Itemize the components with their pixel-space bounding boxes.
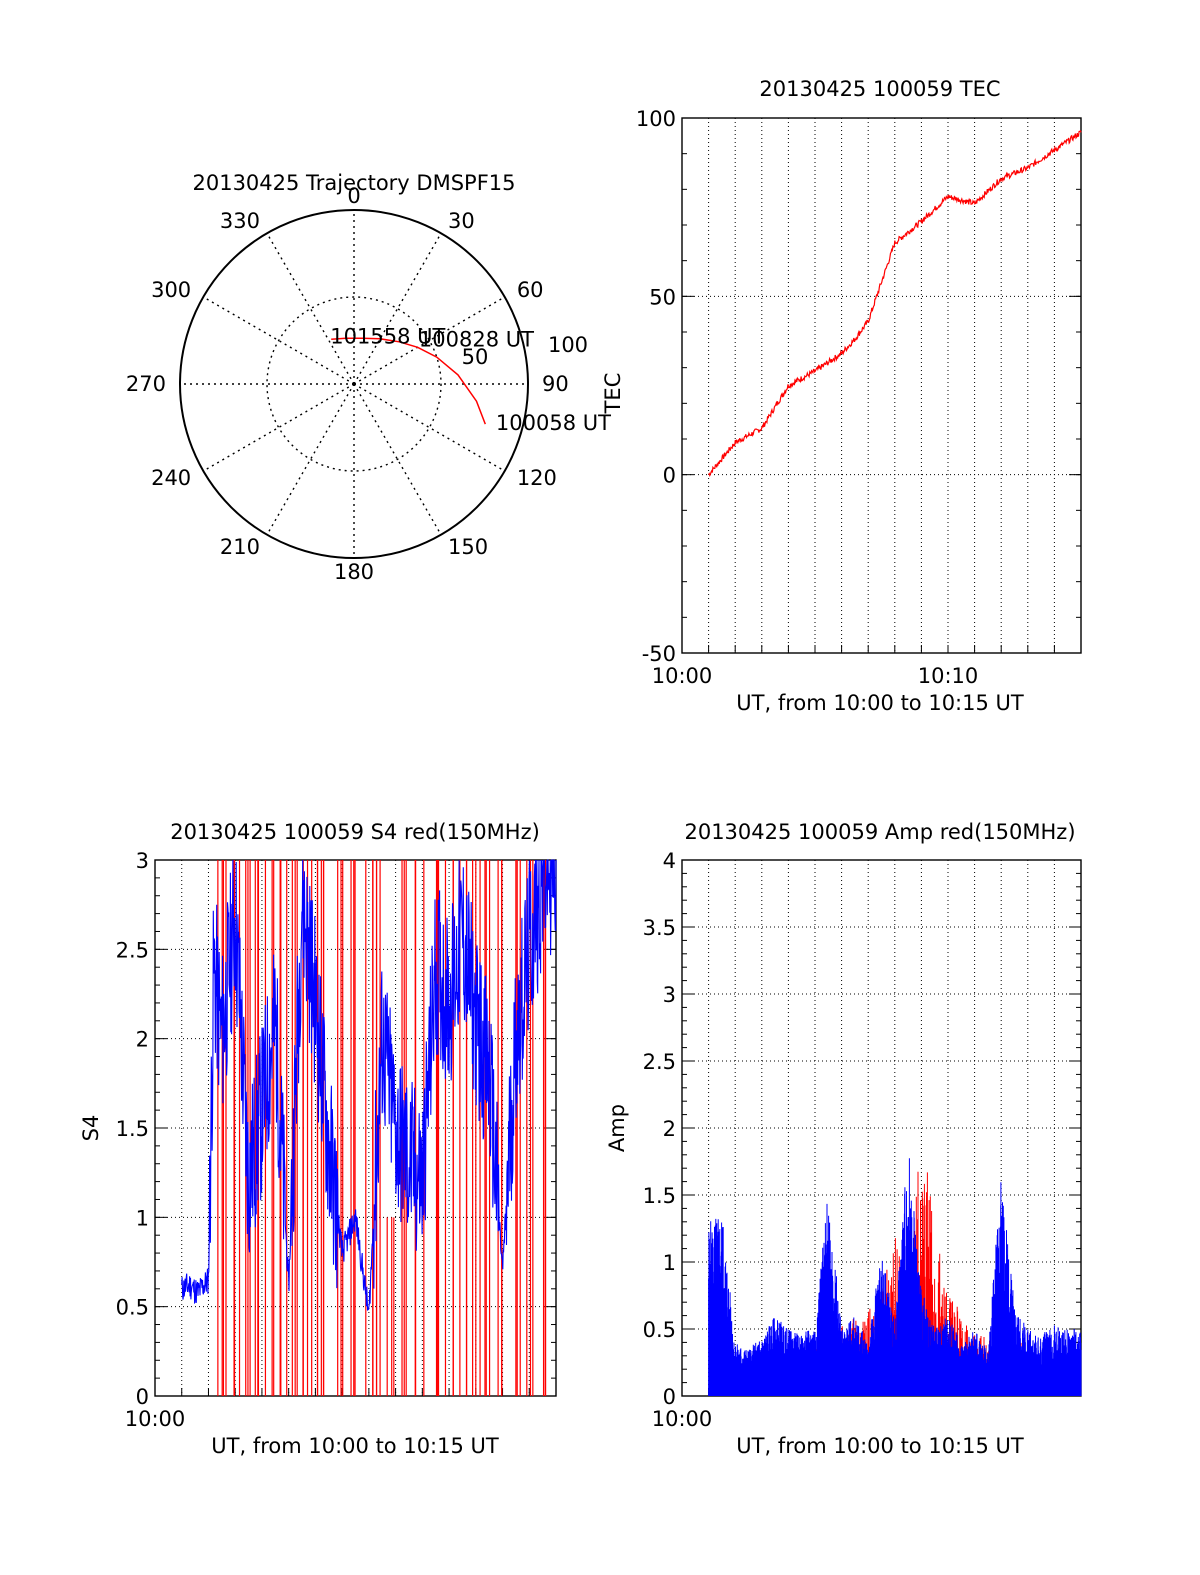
angle-label: 90 (542, 372, 569, 396)
s4-line-chart: 20130425 100059 S4 red(150MHz) UT, from … (79, 820, 557, 1458)
angle-label: 30 (448, 209, 475, 233)
grid-spoke (202, 296, 355, 385)
y-tick-label: 3.5 (643, 916, 676, 940)
grid-spoke (202, 383, 355, 472)
radial-label: 50 (462, 345, 489, 369)
y-axis-label: S4 (79, 1115, 103, 1142)
x-axis-label: UT, from 10:00 to 10:15 UT (736, 1434, 1024, 1458)
x-tick-label: 10:10 (918, 664, 979, 688)
angle-label: 270 (126, 372, 166, 396)
time-annotation: 100058 UT (496, 411, 611, 435)
y-tick-label: 1.5 (116, 1117, 149, 1141)
y-tick-label: 100 (636, 107, 676, 131)
grid-spoke (353, 383, 506, 472)
grid-spoke (353, 383, 442, 536)
y-tick-label: 0 (136, 1385, 149, 1409)
angle-label: 120 (517, 466, 557, 490)
angle-label: 300 (151, 278, 191, 302)
angle-label: 210 (220, 535, 260, 559)
y-tick-label: 0 (663, 1385, 676, 1409)
x-tick-label: 10:00 (652, 664, 713, 688)
blue-series-spikes (708, 1158, 1082, 1396)
radial-label: 100 (548, 333, 588, 357)
y-tick-label: 0 (663, 464, 676, 488)
angle-label: 0 (347, 184, 360, 208)
y-tick-label: 1 (136, 1206, 149, 1230)
chart-title: 20130425 100059 S4 red(150MHz) (170, 820, 540, 844)
y-tick-label: 2 (663, 1117, 676, 1141)
y-tick-label: 0.5 (643, 1318, 676, 1342)
y-tick-label: 2.5 (116, 938, 149, 962)
y-axis-label: TEC (601, 373, 625, 415)
y-tick-label: 1 (663, 1251, 676, 1275)
chart-title: 20130425 Trajectory DMSPF15 (192, 171, 515, 195)
angle-label: 180 (334, 560, 374, 584)
grid-circle (266, 296, 442, 472)
grid-spoke (266, 383, 355, 536)
blue-series-line (181, 859, 557, 1311)
grid-spoke (353, 232, 442, 385)
trajectory-line (331, 337, 487, 425)
time-annotation: 100828 UT (419, 328, 534, 352)
x-tick-label: 10:00 (125, 1407, 186, 1431)
y-tick-label: 2.5 (643, 1050, 676, 1074)
grid-spoke (266, 232, 355, 385)
grid-spoke (353, 296, 506, 385)
chart-title: 20130425 100059 Amp red(150MHz) (684, 820, 1075, 844)
y-tick-label: 3 (136, 849, 149, 873)
angle-label: 330 (220, 209, 260, 233)
x-tick-label: 10:00 (652, 1407, 713, 1431)
angle-label: 150 (448, 535, 488, 559)
y-tick-label: 0.5 (116, 1296, 149, 1320)
y-axis-label: Amp (605, 1104, 629, 1152)
time-annotation: 101558 UT (330, 324, 445, 348)
y-tick-label: 50 (649, 285, 676, 309)
trajectory-polar-plot: 20130425 Trajectory DMSPF15 0 30 60 90 120 15… (126, 171, 611, 584)
outer-circle (179, 209, 529, 559)
x-axis-label: UT, from 10:00 to 10:15 UT (736, 691, 1024, 715)
tec-series-line (708, 130, 1082, 478)
x-axis-label: UT, from 10:00 to 10:15 UT (211, 1434, 499, 1458)
angle-label: 60 (517, 278, 544, 302)
y-tick-label: 3 (663, 983, 676, 1007)
y-tick-label: 1.5 (643, 1184, 676, 1208)
angle-label: 240 (151, 466, 191, 490)
plot-frame (681, 117, 1082, 654)
y-tick-label: 2 (136, 1028, 149, 1052)
tec-line-chart: 20130425 100059 TEC UT, from 10:00 to 10… (601, 77, 1082, 715)
amp-line-chart: 20130425 100059 Amp red(150MHz) UT, from… (605, 820, 1082, 1458)
y-tick-label: 4 (663, 849, 676, 873)
y-tick-label: -50 (642, 642, 676, 666)
chart-title: 20130425 100059 TEC (759, 77, 1000, 101)
